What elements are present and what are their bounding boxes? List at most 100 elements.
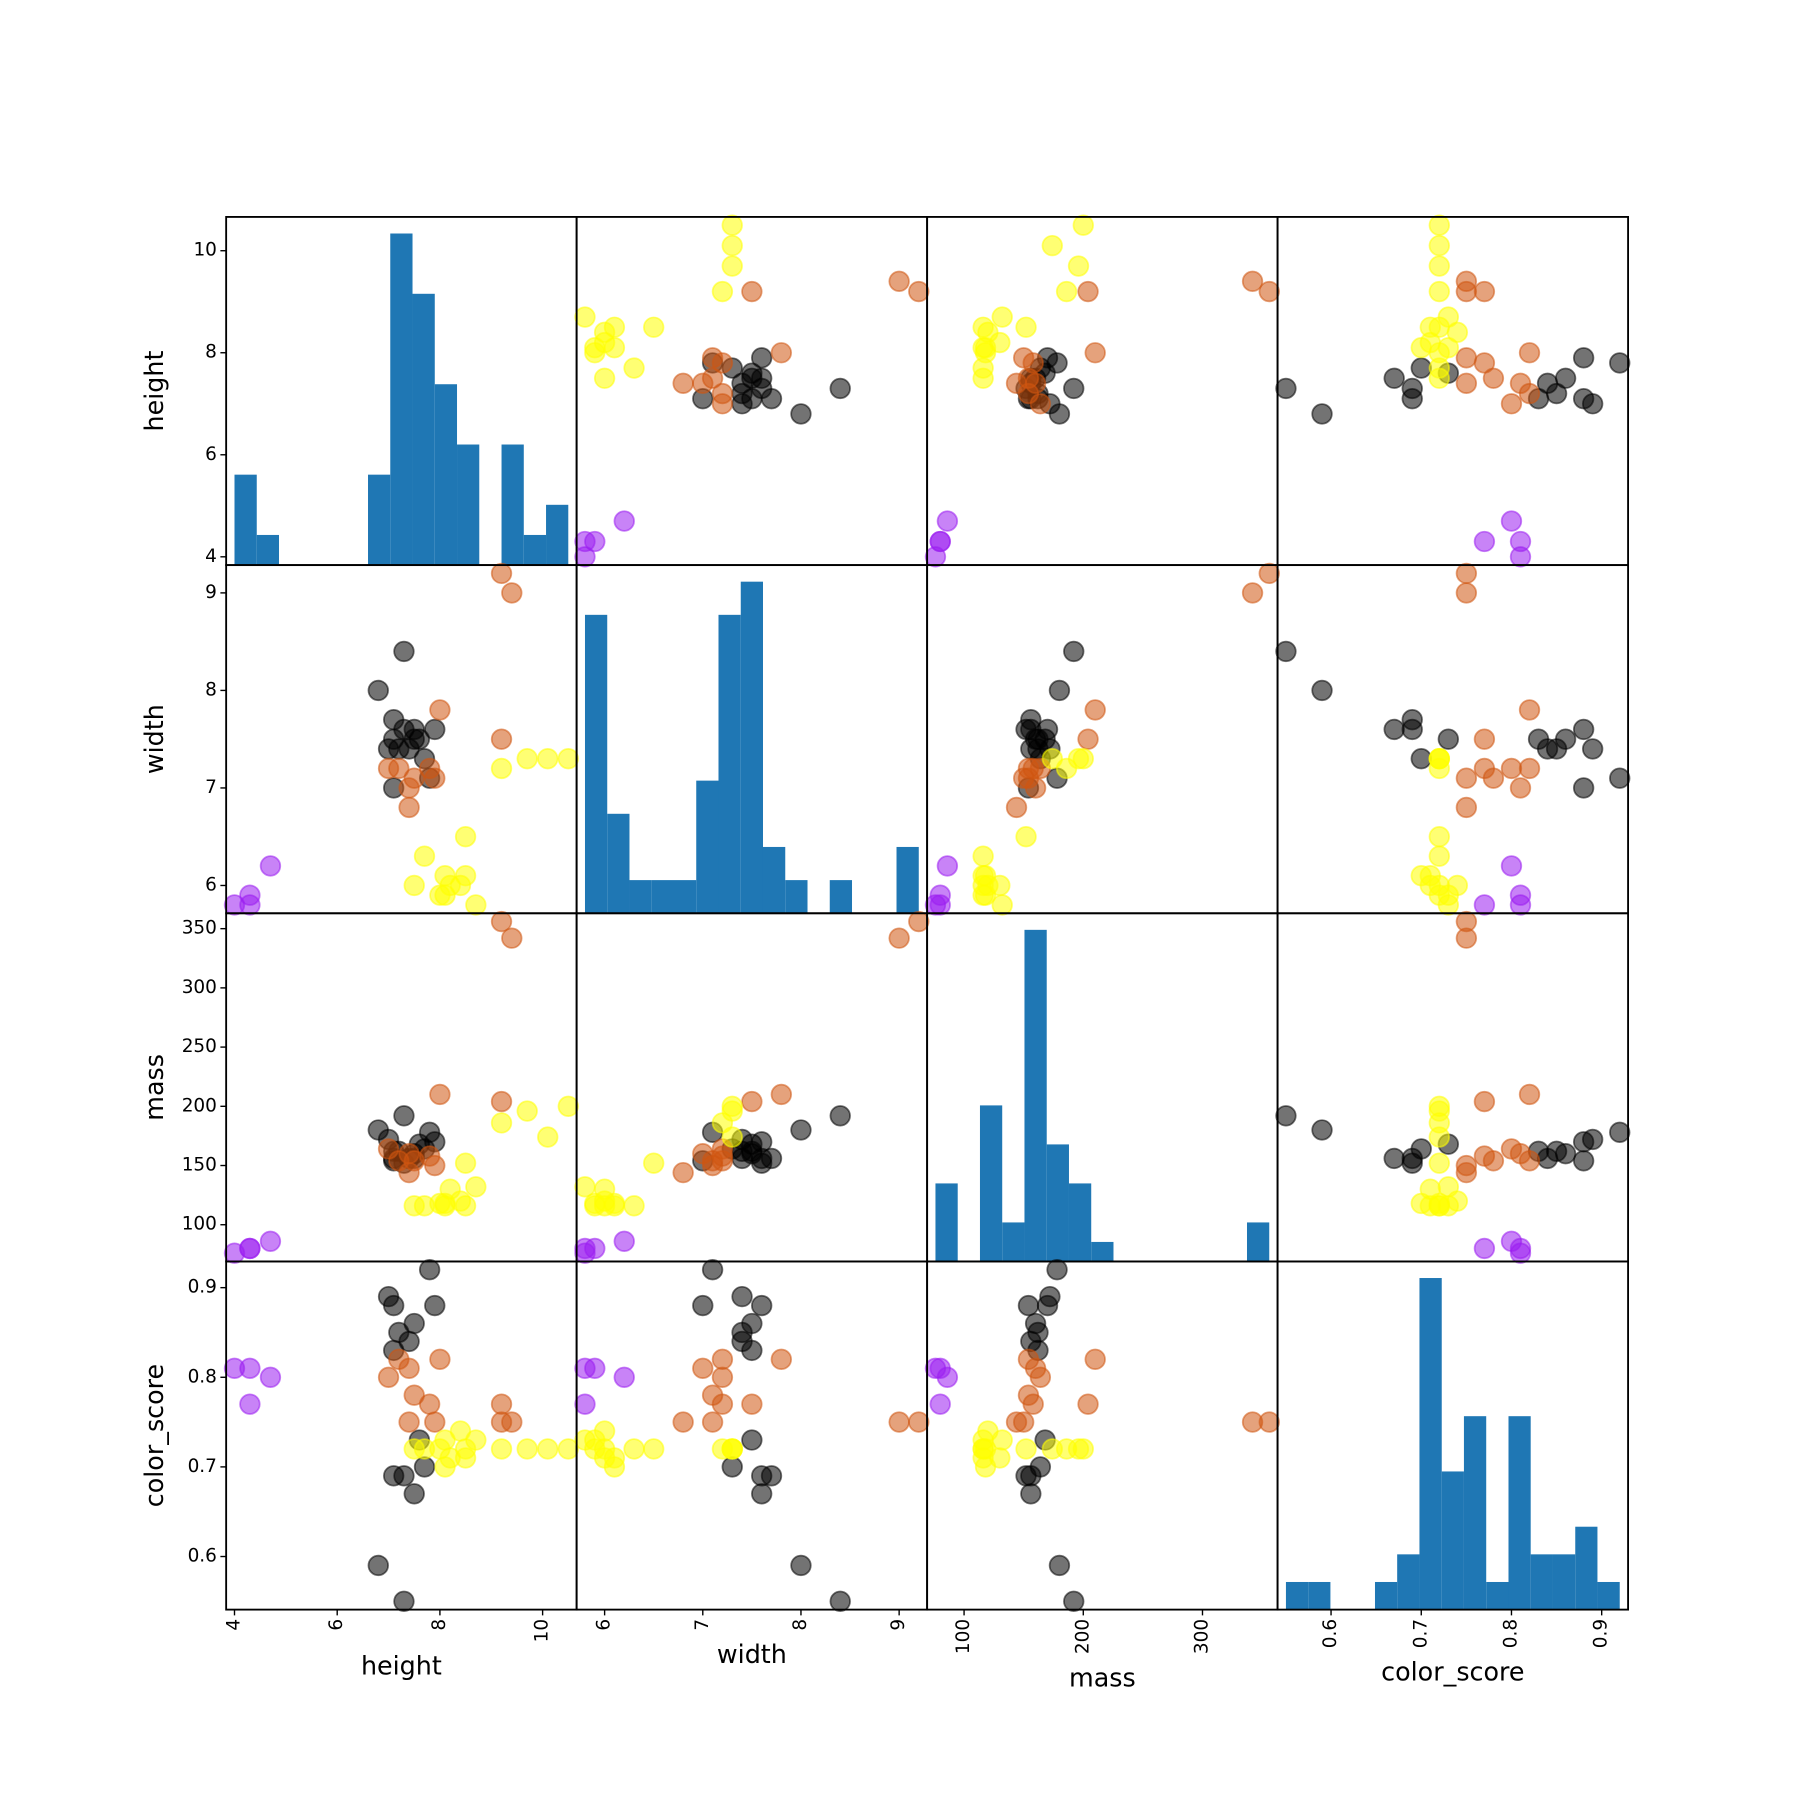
point	[434, 1192, 456, 1215]
panel-frame	[1276, 1260, 1629, 1611]
point	[770, 1348, 793, 1371]
point	[1609, 767, 1631, 789]
point	[829, 1105, 851, 1127]
point	[418, 1259, 441, 1281]
point	[972, 884, 994, 906]
y-tick-label: 9	[205, 582, 217, 603]
point	[692, 1357, 714, 1379]
point	[1482, 767, 1505, 789]
point	[751, 1294, 773, 1317]
panel-frame	[225, 1260, 578, 1611]
point	[490, 757, 513, 780]
point	[434, 884, 456, 906]
point	[501, 582, 523, 604]
point	[1084, 342, 1106, 364]
point	[490, 1411, 513, 1433]
point	[1055, 757, 1078, 780]
point	[721, 234, 743, 257]
hist-bar	[457, 444, 480, 566]
hist-bar	[1308, 1581, 1331, 1610]
panel-frame	[225, 912, 578, 1263]
point	[516, 1100, 538, 1122]
y-tick-label: 300	[182, 977, 217, 998]
point	[1063, 640, 1085, 663]
panel	[223, 1259, 579, 1612]
hist-bar	[1508, 1416, 1531, 1610]
point	[490, 728, 513, 750]
point	[403, 874, 425, 897]
hist-bar	[1046, 1144, 1069, 1262]
point	[377, 1366, 400, 1388]
point	[613, 1230, 635, 1252]
point	[613, 510, 635, 532]
panel-frame	[1276, 215, 1629, 567]
point	[490, 1393, 513, 1415]
hist-bar	[1374, 1581, 1398, 1610]
point	[1500, 510, 1523, 532]
point	[1428, 280, 1450, 303]
hist-bar	[607, 813, 630, 914]
point	[1401, 709, 1423, 731]
point	[383, 1294, 405, 1317]
point	[711, 1438, 734, 1460]
point	[454, 826, 477, 848]
point	[1383, 1147, 1405, 1170]
hist-bar	[546, 504, 569, 566]
point	[908, 1411, 930, 1433]
x-tick-label: 300	[1191, 1619, 1212, 1654]
hist-bar	[1024, 929, 1047, 1262]
point	[1428, 1152, 1450, 1174]
point	[741, 1312, 763, 1335]
y-tick-label: 350	[182, 918, 217, 939]
point	[434, 865, 456, 887]
hist-bar	[390, 233, 413, 566]
point	[239, 1393, 261, 1415]
hist-bar	[501, 444, 524, 566]
point	[741, 280, 763, 303]
hist-bar	[979, 1105, 1003, 1262]
y-axis-label: mass	[139, 1054, 169, 1121]
point	[574, 1242, 596, 1264]
point	[454, 1438, 477, 1460]
point	[751, 1131, 773, 1153]
point	[623, 1195, 645, 1217]
point	[711, 280, 734, 303]
point	[1518, 757, 1541, 780]
point	[537, 1126, 559, 1148]
x-tick-label: 0.7	[1410, 1619, 1431, 1648]
point	[1048, 679, 1071, 702]
x-tick-label: 8	[429, 1619, 450, 1631]
panel-frame	[926, 912, 1279, 1263]
point	[701, 1411, 724, 1433]
x-tick-label: 7	[692, 1619, 713, 1631]
point	[760, 1465, 783, 1487]
point	[1518, 1150, 1541, 1172]
y-tick-label: 0.9	[188, 1277, 217, 1298]
point	[259, 1230, 282, 1252]
panel	[1276, 1260, 1629, 1611]
hist-bar	[1530, 1554, 1553, 1610]
hist-bar	[651, 880, 674, 914]
point	[1410, 748, 1432, 770]
point	[1554, 1143, 1577, 1165]
panel	[574, 1259, 930, 1612]
point	[1077, 280, 1099, 303]
point	[1554, 367, 1577, 389]
point	[1067, 255, 1090, 277]
point	[936, 855, 959, 877]
point	[429, 1083, 451, 1106]
point	[434, 1456, 456, 1478]
point	[711, 1112, 734, 1134]
y-axis-label: height	[139, 351, 169, 432]
point	[1473, 894, 1496, 916]
y-tick-label: 0.7	[188, 1456, 217, 1477]
point	[701, 347, 724, 369]
hist-bar	[1575, 1526, 1598, 1610]
point	[1063, 1590, 1085, 1612]
point	[1013, 767, 1035, 789]
point	[1311, 403, 1333, 425]
point	[1013, 1411, 1035, 1433]
point	[1017, 1294, 1040, 1317]
point	[1473, 1237, 1496, 1260]
point	[1013, 347, 1035, 369]
